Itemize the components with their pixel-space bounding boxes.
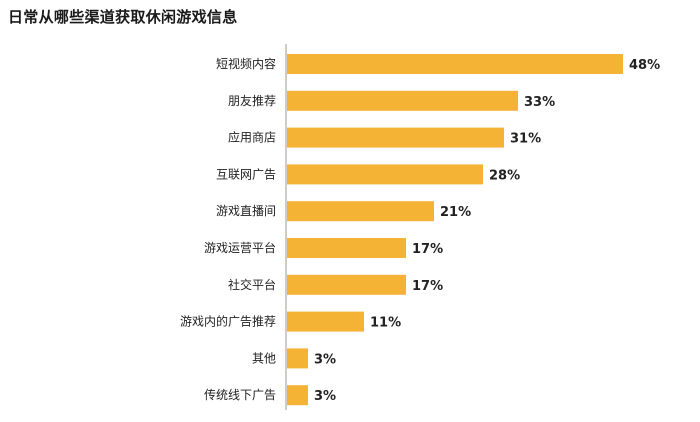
value-label: 11% bbox=[370, 316, 401, 331]
bar bbox=[287, 348, 308, 369]
category-label: 游戏直播间 bbox=[216, 204, 276, 218]
category-label: 游戏运营平台 bbox=[204, 240, 276, 255]
chart-title: 日常从哪些渠道获取休闲游戏信息 bbox=[8, 8, 238, 26]
category-label: 社交平台 bbox=[228, 277, 276, 292]
bar bbox=[287, 385, 308, 406]
category-label: 互联网广告 bbox=[216, 167, 276, 181]
value-label: 17% bbox=[412, 279, 443, 294]
bar bbox=[287, 54, 623, 74]
bar bbox=[287, 238, 406, 258]
value-label: 33% bbox=[524, 95, 555, 110]
value-label: 28% bbox=[489, 168, 520, 183]
bar bbox=[287, 201, 434, 222]
value-label: 21% bbox=[440, 205, 471, 220]
value-label: 31% bbox=[510, 132, 541, 147]
value-label: 3% bbox=[314, 352, 336, 367]
category-label: 其他 bbox=[252, 351, 276, 365]
category-label: 短视频内容 bbox=[216, 56, 276, 71]
value-label: 17% bbox=[412, 242, 443, 257]
bar bbox=[287, 311, 364, 332]
category-label: 传统线下广告 bbox=[204, 387, 276, 402]
value-label: 48% bbox=[629, 58, 660, 73]
bar bbox=[287, 127, 504, 148]
bar bbox=[287, 274, 406, 295]
bar bbox=[287, 164, 483, 185]
category-label: 游戏内的广告推荐 bbox=[180, 314, 276, 329]
category-label: 应用商店 bbox=[228, 130, 276, 145]
bar bbox=[287, 90, 518, 111]
category-label: 朋友推荐 bbox=[228, 94, 276, 108]
value-label: 3% bbox=[314, 389, 336, 404]
